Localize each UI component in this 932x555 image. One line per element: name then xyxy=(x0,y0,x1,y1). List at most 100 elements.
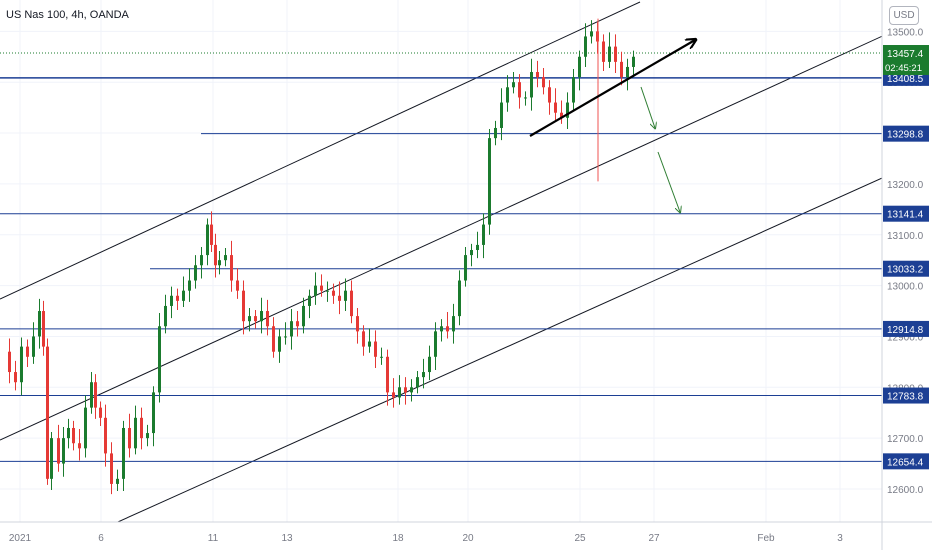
candle-body xyxy=(46,346,49,479)
candle-body xyxy=(26,346,29,357)
level-label: 13298.8 xyxy=(887,130,924,141)
candle-body xyxy=(182,290,185,301)
candle-body xyxy=(344,290,347,301)
level-label-bg xyxy=(883,387,929,404)
candle-body xyxy=(308,295,311,306)
candle-body xyxy=(404,387,407,393)
price-tick-label: 12600.0 xyxy=(887,485,924,496)
candle-body xyxy=(326,290,329,292)
candle-body xyxy=(458,280,461,317)
candle-body xyxy=(140,417,143,439)
level-label-bg xyxy=(883,125,929,142)
projection-arrow xyxy=(657,151,680,212)
candle-body xyxy=(84,407,87,449)
candle-body xyxy=(338,295,341,301)
candle-body xyxy=(218,260,221,266)
candle-body xyxy=(188,280,191,291)
plot-area xyxy=(0,1,882,522)
candle-body xyxy=(470,250,473,256)
candle-body xyxy=(122,427,125,479)
candle-body xyxy=(314,285,317,296)
candle-body xyxy=(224,255,227,261)
price-tick-label: 13500.0 xyxy=(887,27,924,38)
candle-body xyxy=(476,244,479,251)
candle-body xyxy=(230,255,233,281)
candle-body xyxy=(62,438,65,464)
price-tick-label: 13100.0 xyxy=(887,231,924,242)
candle-body xyxy=(524,97,527,99)
candle-body xyxy=(152,392,155,434)
candle-body xyxy=(422,372,425,378)
candle-body xyxy=(530,72,533,98)
time-axis: 2021 6 11 13 18 20 25 27 Feb 3 xyxy=(0,521,932,544)
time-tick-label: Feb xyxy=(757,533,775,544)
candle-body xyxy=(320,285,323,291)
candle-body xyxy=(602,41,605,62)
time-tick-label: 3 xyxy=(837,533,843,544)
candle-body xyxy=(194,265,197,281)
candle-body xyxy=(134,417,137,449)
candle-body xyxy=(332,290,335,296)
candle-body xyxy=(236,280,239,291)
candle-body xyxy=(608,46,611,62)
candle-body xyxy=(210,224,213,245)
candle-body xyxy=(554,102,557,113)
candle-body xyxy=(78,443,81,449)
candle-body xyxy=(584,36,587,57)
level-label: 12914.8 xyxy=(887,325,924,336)
price-tick-label: 13200.0 xyxy=(887,180,924,191)
candle-body xyxy=(260,311,263,322)
chart-title: US Nas 100, 4h, OANDA xyxy=(6,9,129,21)
candle-body xyxy=(620,61,623,78)
level-label-bg xyxy=(883,260,929,277)
candle-body xyxy=(494,127,497,139)
candle-body xyxy=(20,346,23,383)
candles xyxy=(8,20,635,495)
candle-body xyxy=(42,311,45,347)
candle-body xyxy=(416,377,419,388)
candle-body xyxy=(626,66,629,78)
candle-body xyxy=(386,356,389,393)
candle-body xyxy=(206,224,209,256)
candle-body xyxy=(500,102,503,128)
time-tick-label: 13 xyxy=(281,533,293,544)
candle-body xyxy=(446,326,449,332)
candle-body xyxy=(200,255,203,266)
candle-body xyxy=(146,433,149,439)
candle-body xyxy=(38,311,41,337)
candle-body xyxy=(464,255,467,281)
candle-body xyxy=(518,82,521,98)
candle-body xyxy=(392,392,395,398)
countdown-label: 02:45:21 xyxy=(885,63,922,74)
candle-body xyxy=(506,87,509,103)
candle-body xyxy=(350,290,353,317)
candle-body xyxy=(284,336,287,338)
price-tick-label: 13000.0 xyxy=(887,282,924,293)
currency-button[interactable]: USD xyxy=(889,6,919,25)
candle-body xyxy=(512,82,515,88)
candle-body xyxy=(50,438,53,479)
candle-body xyxy=(99,407,102,418)
candle-body xyxy=(488,138,491,225)
candle-body xyxy=(614,46,617,62)
candle-body xyxy=(67,427,70,439)
candle-body xyxy=(374,341,377,357)
level-label: 13033.2 xyxy=(887,265,924,276)
candle-body xyxy=(362,331,365,347)
candle-body xyxy=(164,305,167,327)
time-tick-label: 18 xyxy=(392,533,404,544)
candle-body xyxy=(176,295,179,301)
candle-body xyxy=(572,77,575,103)
candle-body xyxy=(248,316,251,322)
candle-body xyxy=(632,56,635,67)
level-labels: 13408.5 13298.8 13141.4 13033.2 12914.8 12783… xyxy=(883,45,929,470)
candle-body xyxy=(368,341,371,347)
projection-arrow xyxy=(640,86,655,128)
time-tick-label: 25 xyxy=(574,533,586,544)
candle-body xyxy=(116,478,119,484)
candle-body xyxy=(434,331,437,357)
candle-body xyxy=(266,311,269,327)
level-label: 13408.5 xyxy=(887,74,924,85)
channel-line xyxy=(0,35,882,441)
